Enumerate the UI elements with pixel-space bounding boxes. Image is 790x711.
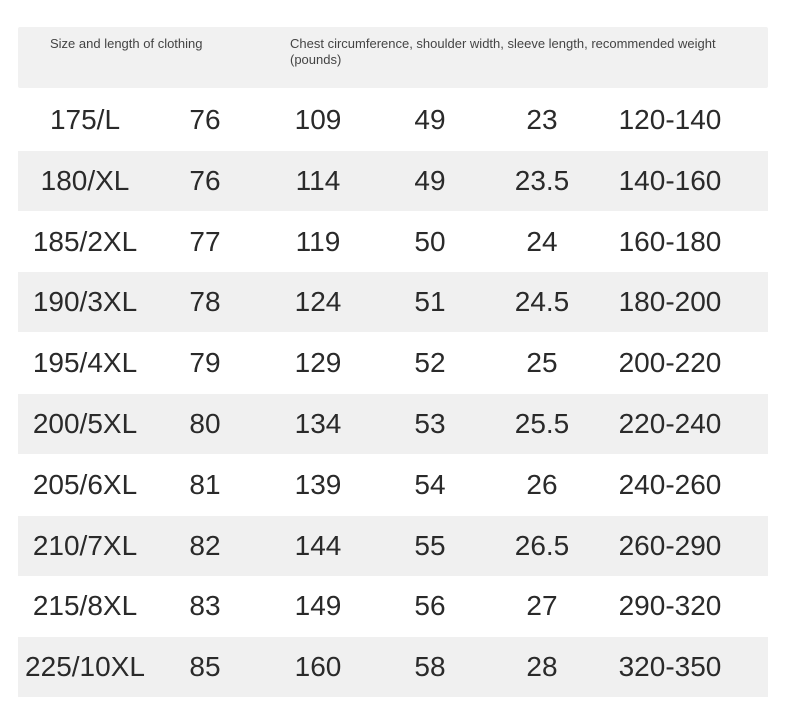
cell-size: 185/2XL (32, 225, 138, 257)
cell-length: 76 (189, 164, 221, 196)
cell-length: 80 (189, 408, 221, 439)
cell-size: 225/10XL (25, 651, 145, 683)
table-row: 215/8XL 83 149 56 27 290-320 (18, 576, 768, 636)
cell-sleeve: 23.5 (514, 164, 570, 196)
cell-length: 78 (189, 286, 221, 318)
cell-length: 83 (189, 590, 221, 622)
cell-shoulder: 52 (414, 347, 446, 379)
cell-size: 180/XL (40, 164, 130, 196)
cell-weight: 320-350 (618, 651, 722, 683)
table-row: 180/XL 76 114 49 23.5 140-160 (18, 150, 768, 211)
cell-chest: 139 (294, 468, 342, 500)
cell-length: 77 (189, 225, 221, 257)
cell-shoulder: 56 (414, 590, 446, 622)
cell-shoulder: 50 (414, 225, 446, 257)
cell-size: 195/4XL (32, 347, 138, 379)
cell-shoulder: 49 (414, 104, 446, 135)
cell-shoulder: 55 (414, 529, 446, 561)
cell-size: 190/3XL (32, 286, 138, 318)
table-header: Size and length of clothing Chest circum… (18, 27, 768, 88)
cell-shoulder: 53 (414, 408, 446, 439)
table-row: 185/2XL 77 119 50 24 160-180 (18, 212, 768, 272)
table-row: 175/L 76 109 49 23 120-140 (18, 90, 768, 150)
table-row: 195/4XL 79 129 52 25 200-220 (18, 333, 768, 393)
cell-size: 200/5XL (32, 408, 138, 439)
cell-length: 81 (189, 468, 221, 500)
table-row: 225/10XL 85 160 58 28 320-350 (18, 637, 768, 698)
cell-weight: 220-240 (618, 408, 722, 439)
cell-chest: 114 (295, 164, 341, 196)
cell-sleeve: 26 (526, 468, 558, 500)
cell-sleeve: 24 (526, 225, 558, 257)
cell-size: 205/6XL (32, 468, 138, 500)
cell-sleeve: 25.5 (514, 408, 570, 439)
cell-length: 76 (189, 104, 221, 135)
cell-length: 82 (189, 529, 221, 561)
table-row: 200/5XL 80 134 53 25.5 220-240 (18, 394, 768, 454)
table-row: 190/3XL 78 124 51 24.5 180-200 (18, 272, 768, 333)
cell-weight: 200-220 (618, 347, 722, 379)
cell-length: 79 (189, 347, 221, 379)
cell-chest: 129 (294, 347, 342, 379)
table-row: 210/7XL 82 144 55 26.5 260-290 (18, 515, 768, 576)
cell-weight: 120-140 (618, 104, 722, 135)
cell-sleeve: 26.5 (514, 529, 570, 561)
cell-weight: 180-200 (618, 286, 722, 318)
cell-weight: 240-260 (618, 468, 722, 500)
cell-sleeve: 24.5 (514, 286, 570, 318)
cell-sleeve: 25 (526, 347, 558, 379)
table-row: 205/6XL 81 139 54 26 240-260 (18, 455, 768, 515)
cell-chest: 109 (294, 104, 342, 135)
cell-shoulder: 51 (414, 286, 446, 318)
cell-sleeve: 23 (526, 104, 558, 135)
cell-chest: 119 (295, 225, 341, 257)
cell-chest: 149 (294, 590, 342, 622)
cell-sleeve: 28 (526, 651, 558, 683)
cell-weight: 160-180 (618, 225, 722, 257)
cell-chest: 134 (294, 408, 342, 439)
cell-chest: 160 (294, 651, 342, 683)
cell-chest: 124 (294, 286, 342, 318)
cell-weight: 260-290 (618, 529, 722, 561)
cell-size: 215/8XL (32, 590, 138, 622)
header-measurements: Chest circumference, shoulder width, sle… (290, 36, 716, 67)
cell-shoulder: 58 (414, 651, 446, 683)
cell-length: 85 (189, 651, 221, 683)
cell-shoulder: 54 (414, 468, 446, 500)
cell-size: 210/7XL (32, 529, 138, 561)
cell-sleeve: 27 (526, 590, 558, 622)
header-size-length: Size and length of clothing (50, 36, 203, 51)
cell-chest: 144 (294, 529, 342, 561)
cell-weight: 290-320 (618, 590, 722, 622)
cell-weight: 140-160 (618, 164, 722, 196)
cell-size: 175/L (49, 104, 121, 135)
cell-shoulder: 49 (414, 164, 446, 196)
